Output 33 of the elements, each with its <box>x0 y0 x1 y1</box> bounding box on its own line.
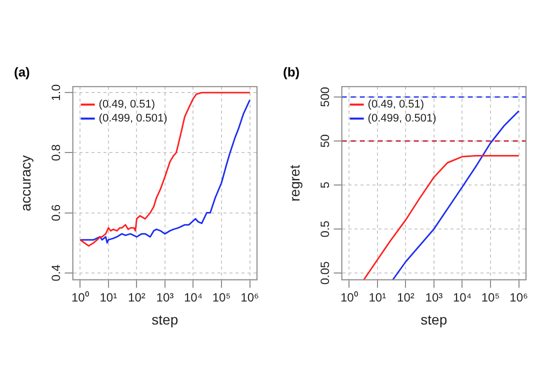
x-tick-label: 10⁴ <box>184 290 202 304</box>
x-tick-label: 10⁵ <box>481 290 500 304</box>
x-tick-label: 10⁶ <box>240 290 259 304</box>
y-tick-label: 0.5 <box>318 220 332 238</box>
y-tick-label: 0.05 <box>318 260 332 285</box>
y-tick-label: 5 <box>318 181 332 188</box>
y-axis-title: regret <box>286 164 302 202</box>
y-tick-label: 50 <box>318 134 332 148</box>
x-tick-label: 10² <box>128 290 146 304</box>
y-tick-label: 0.4 <box>49 264 64 282</box>
x-tick-label: 10⁴ <box>452 290 472 304</box>
x-tick-label: 10¹ <box>368 290 386 304</box>
legend-label: (0.499, 0.501) <box>98 112 168 125</box>
x-axis-title: step <box>420 311 448 328</box>
y-tick-label: 1.0 <box>49 84 64 101</box>
chart-title: (a) <box>14 64 30 80</box>
x-tick-label: 10¹ <box>100 290 118 304</box>
y-tick-label: 0.6 <box>49 204 64 222</box>
x-tick-label: 10² <box>397 290 414 304</box>
x-tick-label: 10⁶ <box>510 290 528 304</box>
y-axis-title: accuracy <box>17 155 34 212</box>
legend-label: (0.49, 0.51) <box>98 98 156 111</box>
x-tick-label: 10³ <box>425 290 443 304</box>
legend-label: (0.499, 0.501) <box>368 112 436 125</box>
x-tick-label: 10⁵ <box>212 290 231 304</box>
y-tick-label: 500 <box>318 86 332 107</box>
legend-label: (0.49, 0.51) <box>368 98 424 111</box>
x-tick-label: 10³ <box>156 290 174 304</box>
y-tick-label: 0.8 <box>49 144 64 162</box>
x-axis-title: step <box>152 311 178 328</box>
x-tick-label: 10⁰ <box>340 290 358 304</box>
x-tick-label: 10⁰ <box>71 290 89 304</box>
chart-title: (b) <box>283 64 300 80</box>
